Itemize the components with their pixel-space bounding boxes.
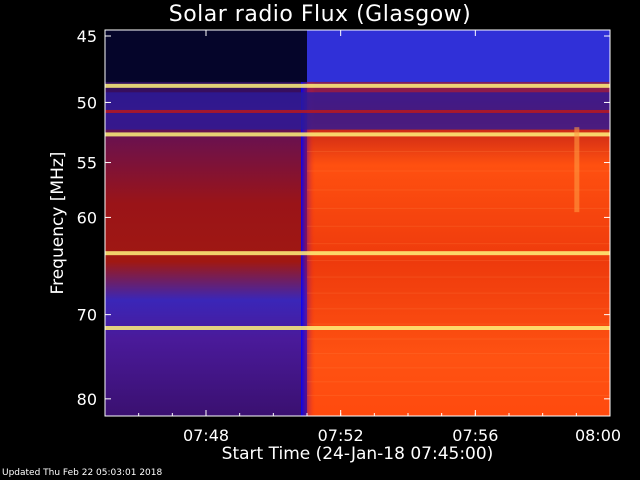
- spectral-streak: [307, 338, 610, 340]
- y-tick-label: 50: [77, 93, 97, 112]
- spectral-streak: [307, 381, 610, 383]
- spectral-streak: [307, 225, 610, 227]
- interference-band: [105, 132, 610, 137]
- x-tick-label: 07:48: [183, 426, 229, 445]
- x-axis: 07:48 07:52 07:56 08:00: [104, 30, 621, 445]
- interference-band: [105, 83, 610, 88]
- spectral-streak: [307, 243, 610, 245]
- spectral-streak: [307, 276, 610, 278]
- y-tick-label: 80: [77, 390, 97, 409]
- y-tick-label: 55: [77, 154, 97, 173]
- interference-band: [105, 326, 610, 331]
- burst-region: [307, 30, 610, 416]
- chart-title: Solar radio Flux (Glasgow): [168, 2, 472, 27]
- spectral-streak: [307, 367, 610, 369]
- spectral-streak: [307, 150, 610, 152]
- plot-area: [104, 29, 611, 417]
- spectral-streak: [307, 207, 610, 209]
- plot-frame: [104, 29, 611, 417]
- quiet-region: [105, 30, 307, 416]
- y-tick-label: 45: [77, 27, 97, 46]
- burst-onset-edge: [301, 30, 315, 416]
- x-tick-label: 07:56: [452, 426, 498, 445]
- update-timestamp: Updated Thu Feb 22 05:03:01 2018: [2, 468, 163, 478]
- spectral-streak: [307, 308, 610, 310]
- interference-band: [105, 251, 610, 256]
- spectral-streak: [307, 170, 610, 172]
- y-tick-label: 60: [77, 208, 97, 227]
- spectral-streak: [307, 323, 610, 325]
- x-axis-label: Start Time (24-Jan-18 07:45:00): [221, 444, 494, 464]
- spectral-streak: [307, 292, 610, 294]
- y-axis-label: Frequency [MHz]: [48, 151, 68, 295]
- quiet-top-band: [105, 30, 307, 82]
- red-streak: [105, 109, 610, 113]
- y-axis: 45 50 55 60 70 80: [77, 27, 610, 409]
- x-tick-label: 08:00: [575, 426, 621, 445]
- spectral-streak: [307, 394, 610, 396]
- y-tick-label: 70: [77, 306, 97, 325]
- burst-spot: [574, 127, 580, 213]
- active-top-band: [307, 30, 610, 82]
- spectral-streak: [307, 353, 610, 355]
- x-tick-label: 07:52: [318, 426, 364, 445]
- spectral-streak: [307, 260, 610, 262]
- spectral-streak: [307, 189, 610, 191]
